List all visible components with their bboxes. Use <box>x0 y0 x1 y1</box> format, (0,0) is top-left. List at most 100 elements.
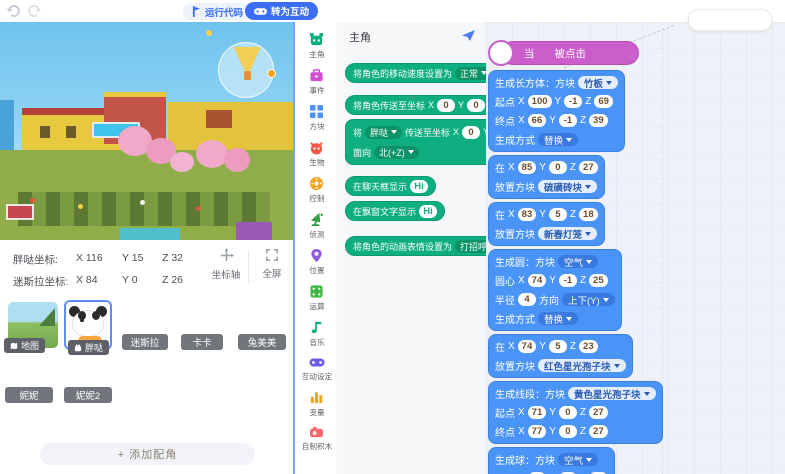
robot-icon <box>309 32 324 46</box>
block-type-dropdown[interactable]: 硫磺砖块 <box>538 180 598 194</box>
y-input[interactable]: -1 <box>558 274 577 287</box>
map-hill <box>39 308 55 326</box>
role-tab-label: 迷斯拉 <box>130 338 160 349</box>
role-tab-kaka[interactable]: 卡卡 <box>181 334 223 350</box>
hat-avatar-slot[interactable] <box>488 40 514 66</box>
direction-dropdown[interactable]: 上下(Y) <box>562 293 615 307</box>
dropdown-caret-icon <box>391 130 398 134</box>
role-tab-misila[interactable]: 迷斯拉 <box>122 334 168 350</box>
game-viewport[interactable] <box>0 22 294 240</box>
block-type-dropdown[interactable]: 空气 <box>558 453 599 467</box>
x-input[interactable]: 66 <box>527 114 547 127</box>
z-input[interactable]: 27 <box>579 161 598 174</box>
add-role-button[interactable]: + 添加配角 <box>40 443 255 465</box>
palette-block-chat-display[interactable]: 在聊天框显示 Hi <box>345 176 437 196</box>
fullscreen-button[interactable]: 全屏 <box>252 248 292 280</box>
text-input[interactable]: Hi <box>419 204 438 218</box>
minimap-compass[interactable] <box>218 42 276 98</box>
hat-block-when-clicked[interactable]: 当 被点击 <box>488 40 640 66</box>
role-tab-nini2[interactable]: 妮妮2 <box>64 387 112 403</box>
category-blocks[interactable]: 方块 <box>296 104 338 132</box>
category-sensing[interactable]: 侦测 <box>296 212 338 240</box>
run-code-button[interactable]: 运行代码 <box>183 3 253 20</box>
category-my-blocks[interactable]: 自制积木 <box>296 426 338 452</box>
map-thumbnail[interactable]: 地图 <box>4 302 58 353</box>
y-input[interactable]: 0 <box>467 98 486 112</box>
block-type-dropdown[interactable]: 空气 <box>558 255 599 269</box>
y-input[interactable]: 0 <box>558 406 577 419</box>
gamepad-icon <box>308 358 325 367</box>
animation-dropdown[interactable]: 打招呼 <box>455 239 486 253</box>
role-tab-nini[interactable]: 妮妮 <box>5 387 53 403</box>
category-music[interactable]: 音乐 <box>296 320 338 348</box>
role-dropdown[interactable]: 胖哒 <box>365 125 403 139</box>
direction-dropdown[interactable]: 北(+Z) <box>374 145 419 159</box>
palette-block-set-speed[interactable]: 将角色的移动速度设置为 正常 <box>345 63 486 83</box>
control-dial-icon <box>309 176 324 191</box>
category-events[interactable]: 事件 <box>296 68 338 96</box>
speed-dropdown[interactable]: 正常 <box>455 66 486 80</box>
category-label: 互动设定 <box>301 372 332 381</box>
x-input[interactable]: 100 <box>527 95 552 108</box>
y-input[interactable]: 5 <box>548 208 567 221</box>
redo-icon[interactable] <box>26 4 42 18</box>
map-tab[interactable]: 地图 <box>4 338 46 353</box>
paper-plane-icon[interactable] <box>462 30 476 42</box>
y-input[interactable]: -1 <box>564 95 583 108</box>
x-input[interactable]: 74 <box>517 340 537 353</box>
mode-dropdown[interactable]: 替换 <box>538 312 579 326</box>
palette-block-teleport[interactable]: 将角色传送至坐标 X 0 Y 0 Z <box>345 95 486 115</box>
block-generate-sphere[interactable]: 生成球：方块 空气 球心 X74 Y0 Z23 <box>488 447 615 474</box>
axis-z-label: Z <box>569 341 577 352</box>
radius-input[interactable]: 4 <box>518 293 536 306</box>
x-input[interactable]: 74 <box>527 274 547 287</box>
main-role-thumbnail[interactable]: 胖哒 <box>64 300 112 355</box>
role-tab-tumeimei[interactable]: 兔美美 <box>238 334 286 350</box>
z-input[interactable]: 23 <box>579 340 598 353</box>
block-generate-cuboid[interactable]: 生成长方体：方块 竹板 起点 X 100 Y -1 Z 69 终点 X 66 Y -1 Z… <box>488 70 626 152</box>
y-input[interactable]: 0 <box>548 161 567 174</box>
y-input[interactable]: -1 <box>558 114 577 127</box>
block-type-dropdown[interactable]: 黄色星光孢子块 <box>568 387 656 401</box>
z-input[interactable]: 27 <box>589 406 608 419</box>
z-input[interactable]: 69 <box>594 95 613 108</box>
z-input[interactable]: 27 <box>589 425 608 438</box>
category-interaction-settings[interactable]: 互动设定 <box>296 356 338 382</box>
block-type-dropdown[interactable]: 新春灯笼 <box>538 227 598 241</box>
axis-toggle-button[interactable]: 坐标轴 <box>206 248 246 281</box>
category-protagonist[interactable]: 主角 <box>296 32 338 60</box>
palette-block-set-animation[interactable]: 将角色的动画表情设置为 打招呼 <box>345 236 486 256</box>
x-input[interactable]: 77 <box>527 425 547 438</box>
category-creatures[interactable]: 生物 <box>296 140 338 168</box>
z-input[interactable]: 25 <box>589 274 608 287</box>
category-variables[interactable]: 变量 <box>296 390 338 418</box>
category-control[interactable]: 控制 <box>296 176 338 204</box>
x-input[interactable]: 0 <box>437 98 456 112</box>
category-position[interactable]: 位置 <box>296 248 338 276</box>
switch-to-interactive-button[interactable]: 转为互动 <box>245 2 319 20</box>
block-text: 在聊天框显示 <box>353 181 408 192</box>
y-input[interactable]: 5 <box>548 340 567 353</box>
z-input[interactable]: 39 <box>589 114 608 127</box>
text-input[interactable]: Hi <box>410 179 429 193</box>
block-generate-circle[interactable]: 生成圆：方块 空气 圆心 X 74 Y -1 Z 25 半径 4 方向 上下(Y) 生… <box>488 249 622 331</box>
code-workspace[interactable]: 当 被点击 生成长方体：方块 竹板 起点 X 100 Y -1 Z 69 终 <box>486 22 785 474</box>
block-type-dropdown[interactable]: 红色星光孢子块 <box>538 359 626 373</box>
block-type-dropdown[interactable]: 竹板 <box>578 76 619 90</box>
x-input[interactable]: 83 <box>517 208 537 221</box>
x-input[interactable]: 85 <box>517 161 537 174</box>
mode-dropdown[interactable]: 替换 <box>538 133 579 147</box>
palette-block-popup-display[interactable]: 在飘窗文字显示 Hi <box>345 201 446 221</box>
main-role-tab[interactable]: 胖哒 <box>68 340 110 355</box>
x-input[interactable]: 0 <box>462 125 481 139</box>
y-input[interactable]: 0 <box>558 425 577 438</box>
x-input[interactable]: 71 <box>527 406 547 419</box>
z-input[interactable]: 18 <box>579 208 598 221</box>
palette-block-teleport-role[interactable]: 将 胖哒 传送至坐标 X 0 Y 面向 北(+Z) <box>345 119 486 165</box>
undo-icon[interactable] <box>6 4 22 18</box>
category-operators[interactable]: 运算 <box>296 284 338 312</box>
